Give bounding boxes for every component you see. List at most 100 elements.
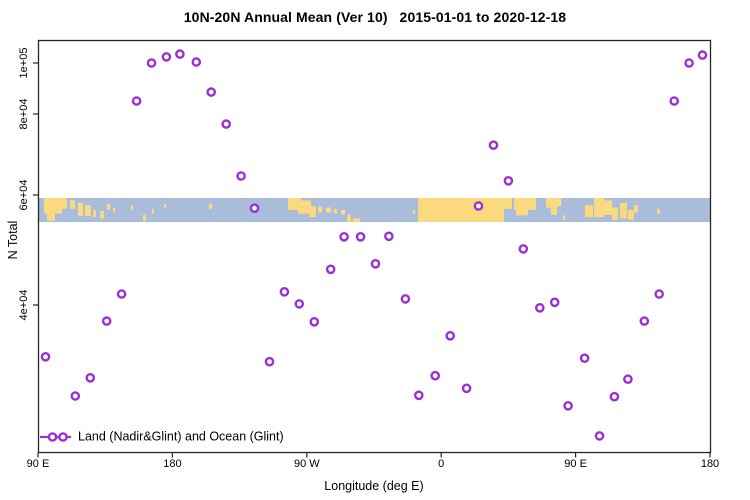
data-point — [384, 231, 394, 242]
map-band-land-patch — [657, 208, 660, 214]
data-point — [609, 391, 620, 402]
map-band-land-patch — [298, 200, 311, 214]
legend-circle — [47, 432, 58, 442]
map-band-land-patch — [152, 208, 154, 214]
x-tick-label: 90 E — [564, 458, 587, 470]
data-point — [221, 119, 231, 129]
x-tick-label: 180 — [163, 458, 182, 470]
y-tick-label: 4e+04 — [18, 289, 30, 321]
y-tick-label: 1e+05 — [18, 47, 30, 79]
data-point — [473, 201, 484, 211]
data-point — [461, 383, 472, 394]
map-band-land-patch — [113, 207, 115, 213]
chart-title: 10N-20N Annual Mean (Ver 10) 2015-01-01 … — [183, 9, 567, 25]
plot-box — [37, 39, 712, 454]
x-tick-label: 180 — [700, 458, 720, 470]
data-point — [325, 264, 336, 275]
map-band-land-patch — [551, 198, 557, 215]
map-band-land-patch — [563, 215, 565, 221]
map-band-land-patch — [347, 214, 351, 222]
map-band-land-patch — [309, 206, 316, 218]
data-point — [400, 294, 411, 304]
data-point — [549, 297, 560, 308]
map-band-land-patch — [334, 208, 337, 214]
data-point — [264, 356, 275, 367]
map-band-land-patch — [318, 206, 322, 213]
plot-border — [37, 39, 712, 454]
data-point — [445, 330, 456, 341]
data-point — [206, 87, 216, 97]
legend-circle — [58, 432, 68, 442]
data-point — [623, 374, 633, 385]
data-point — [563, 400, 573, 411]
data-point — [131, 96, 142, 106]
data-point — [488, 140, 499, 150]
map-band-land-patch — [47, 211, 55, 221]
map-band-land-patch — [326, 207, 331, 213]
data-point — [518, 244, 529, 254]
y-tick-label: 8e+04 — [18, 98, 30, 130]
data-point — [161, 52, 172, 62]
data-point — [249, 203, 260, 213]
map-band-land-patch — [131, 205, 133, 210]
map-band-land-patch — [504, 198, 512, 209]
map-band-land-patch — [143, 214, 146, 221]
data-point — [579, 353, 590, 364]
map-band — [38, 198, 710, 222]
map-band-land-patch — [85, 205, 91, 216]
map-band-land-patch — [546, 198, 551, 208]
map-band-land-patch — [100, 211, 104, 219]
data-point — [535, 302, 545, 313]
map-band-land-patch — [209, 204, 212, 209]
map-band-land-patch — [516, 210, 528, 216]
data-point — [669, 96, 680, 106]
data-point — [85, 372, 96, 383]
data-point — [101, 316, 112, 326]
data-point — [191, 57, 202, 67]
x-tick-label: 90 W — [293, 458, 320, 470]
x-tick-label: 0 — [438, 458, 445, 470]
map-band-land-patch — [585, 205, 593, 218]
map-band-land-patch — [612, 207, 618, 220]
data-point — [309, 316, 320, 327]
y-tick-label: 6e+04 — [18, 179, 30, 211]
map-band-land-patch — [70, 200, 75, 209]
map-band-land-patch — [634, 205, 638, 213]
data-point — [413, 390, 424, 401]
map-band-land-patch — [620, 202, 627, 219]
data-points — [40, 49, 708, 441]
legend-label: Land (Nadir&Glint) and Ocean (Glint) — [78, 429, 284, 444]
map-band-land-patch — [44, 198, 62, 214]
map-band-land-patch — [164, 204, 166, 208]
legend-marker — [40, 432, 71, 442]
map-band-land-patch — [418, 198, 504, 222]
map-band-land-patch — [353, 218, 360, 222]
data-point — [279, 286, 290, 297]
map-band-land-patch — [514, 198, 536, 210]
map-band-land-patch — [341, 210, 345, 215]
data-point — [40, 351, 51, 362]
data-point — [684, 58, 694, 68]
data-point — [339, 231, 349, 242]
data-point — [654, 289, 665, 299]
map-band-land-patch — [628, 210, 634, 220]
data-point — [116, 289, 127, 299]
map-band-land-patch — [594, 198, 604, 218]
data-point — [355, 231, 366, 242]
data-point — [294, 299, 305, 309]
map-band-land-patch — [93, 210, 96, 218]
data-point — [146, 58, 157, 68]
data-point — [430, 370, 441, 381]
map-band-land-patch — [107, 204, 110, 210]
data-point — [503, 175, 514, 186]
data-point — [70, 391, 81, 401]
map-band-land-patch — [604, 200, 612, 215]
x-tick-label: 90 E — [26, 458, 50, 470]
map-band-land-patch — [413, 210, 415, 214]
axis-tick-marks — [33, 62, 711, 458]
data-point — [370, 258, 381, 269]
data-point — [236, 171, 246, 181]
data-point — [594, 431, 605, 441]
